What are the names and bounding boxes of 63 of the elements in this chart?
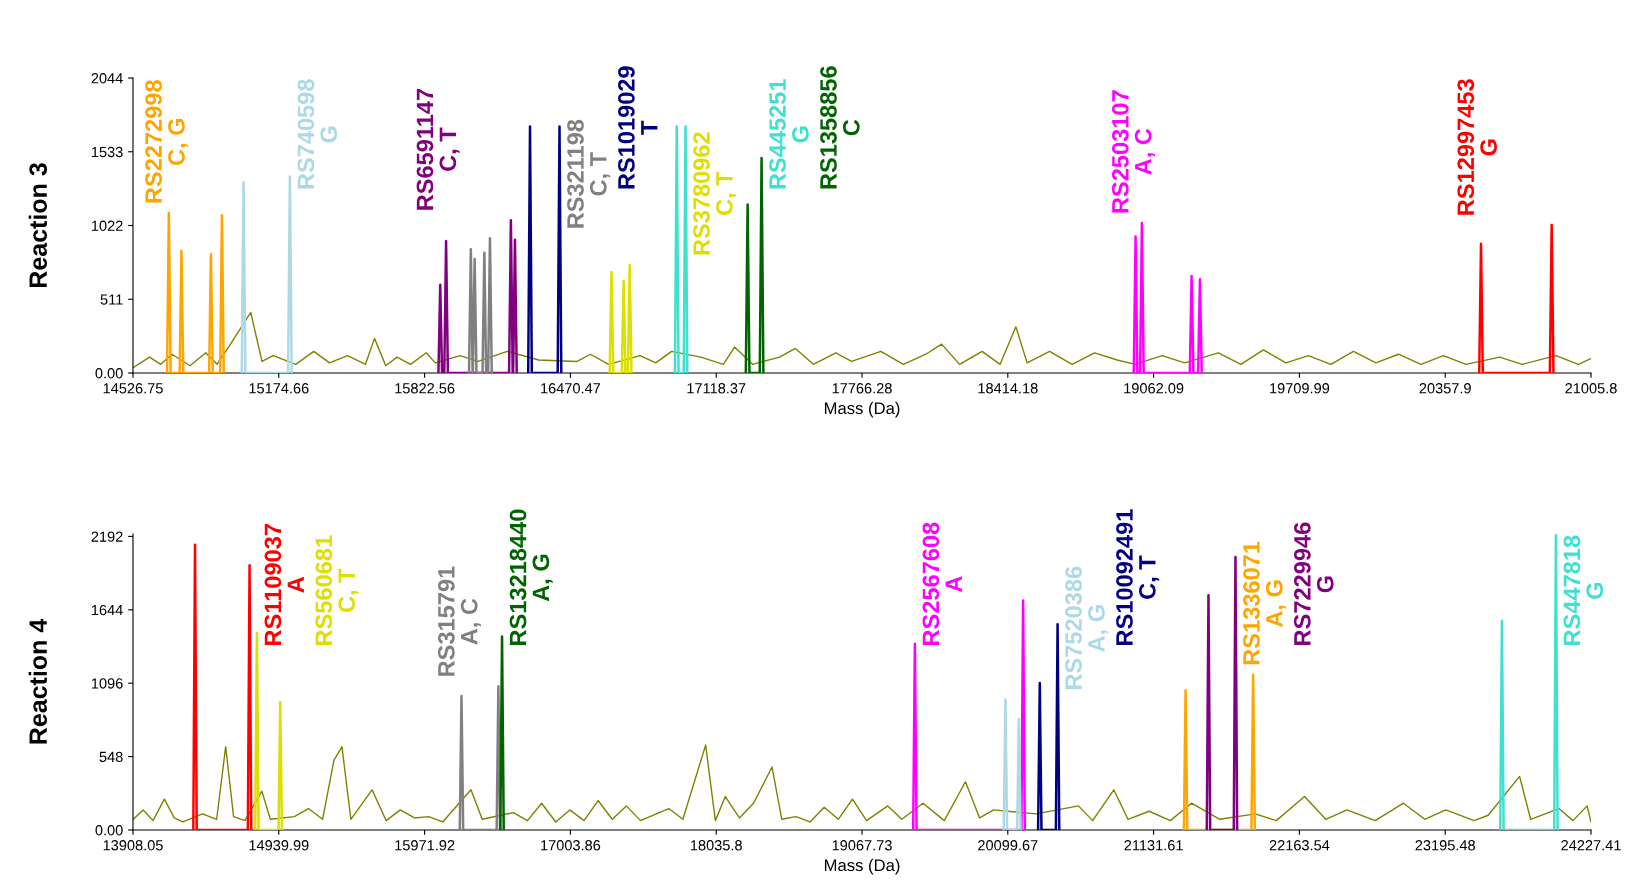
- x-tick-label: 21131.61: [1124, 840, 1183, 851]
- x-tick-label: 15174.66: [249, 383, 309, 394]
- line-series: [467, 236, 494, 373]
- text: RS3780962 C, T: [693, 132, 737, 255]
- x-tick-label: 15971.92: [395, 840, 455, 851]
- text: RS315791 A, C: [437, 566, 481, 676]
- text: RS2272998 C, G: [145, 80, 189, 203]
- y-axis-title: Reaction 3: [28, 163, 48, 288]
- text: RS1358856 C: [820, 66, 860, 189]
- x-tick-label: 21005.8: [1565, 383, 1617, 394]
- y-tick-label: 511: [100, 294, 123, 305]
- line-series: [165, 211, 225, 373]
- x-tick-label: 24227.41: [1561, 840, 1621, 851]
- text: RS1019029 T: [618, 66, 658, 189]
- x-tick-label: 17118.37: [687, 383, 746, 394]
- x-tick-label: 19062.09: [1124, 383, 1184, 394]
- text: RS6591147 C, T: [416, 88, 460, 210]
- text: RS2567608 A: [922, 522, 962, 645]
- x-axis-title: Mass (Da): [824, 858, 900, 875]
- text: RS560681 C, T: [315, 535, 359, 645]
- line-series: [133, 744, 1591, 823]
- text: RS447818 G: [1563, 535, 1604, 645]
- y-tick-label: 0.00: [95, 825, 123, 836]
- x-tick-label: 20357.9: [1419, 383, 1471, 394]
- text: RS7229946 G: [1294, 522, 1334, 645]
- x-tick-label: 18414.18: [978, 383, 1038, 394]
- line-series: [608, 263, 633, 373]
- x-tick-label: 16470.47: [541, 383, 601, 394]
- y-tick-label: 1533: [91, 146, 123, 158]
- x-tick-label: 23195.48: [1415, 840, 1475, 851]
- text: RS740598 G: [297, 79, 338, 189]
- text: RS445251 G: [769, 79, 809, 189]
- x-tick-label: 17003.86: [541, 840, 601, 851]
- x-tick-label: 20099.67: [978, 840, 1038, 851]
- x-tick-label: 22163.54: [1269, 840, 1330, 851]
- line-series: [1132, 221, 1203, 373]
- y-tick-label: 2044: [91, 73, 123, 84]
- y-tick-label: 1644: [91, 604, 123, 616]
- y-tick-label: 1022: [91, 220, 123, 231]
- y-tick-label: 0.00: [95, 368, 123, 379]
- text: RS321198 C, T: [567, 119, 611, 228]
- x-tick-label: 14939.99: [249, 840, 309, 851]
- text: RS10092491 C, T: [1116, 509, 1160, 645]
- line-series: [437, 218, 518, 373]
- x-tick-label: 15822.56: [395, 383, 455, 394]
- x-tick-label: 14526.75: [103, 383, 163, 394]
- x-tick-label: 18035.8: [690, 840, 742, 851]
- x-tick-label: 19067.73: [832, 840, 892, 851]
- x-axis-title: Mass (Da): [824, 401, 900, 418]
- text: RS1336071 A, G: [1243, 541, 1287, 665]
- text: RS13218440 A, G: [509, 509, 553, 645]
- line-series: [133, 311, 1591, 368]
- text: RS12997453 G: [1457, 79, 1497, 215]
- y-tick-label: 1096: [91, 678, 123, 689]
- x-tick-label: 13908.05: [103, 840, 163, 851]
- x-tick-label: 17766.28: [832, 383, 892, 394]
- x-tick-label: 19709.99: [1270, 383, 1330, 394]
- y-axis-title: Reaction 4: [28, 618, 48, 744]
- y-tick-label: 548: [99, 751, 123, 763]
- text: RS2503107 A, C: [1111, 90, 1155, 213]
- text: RS7520386 A, G: [1065, 566, 1109, 689]
- text: RS1109037 A: [264, 524, 304, 645]
- y-tick-label: 2192: [91, 531, 123, 542]
